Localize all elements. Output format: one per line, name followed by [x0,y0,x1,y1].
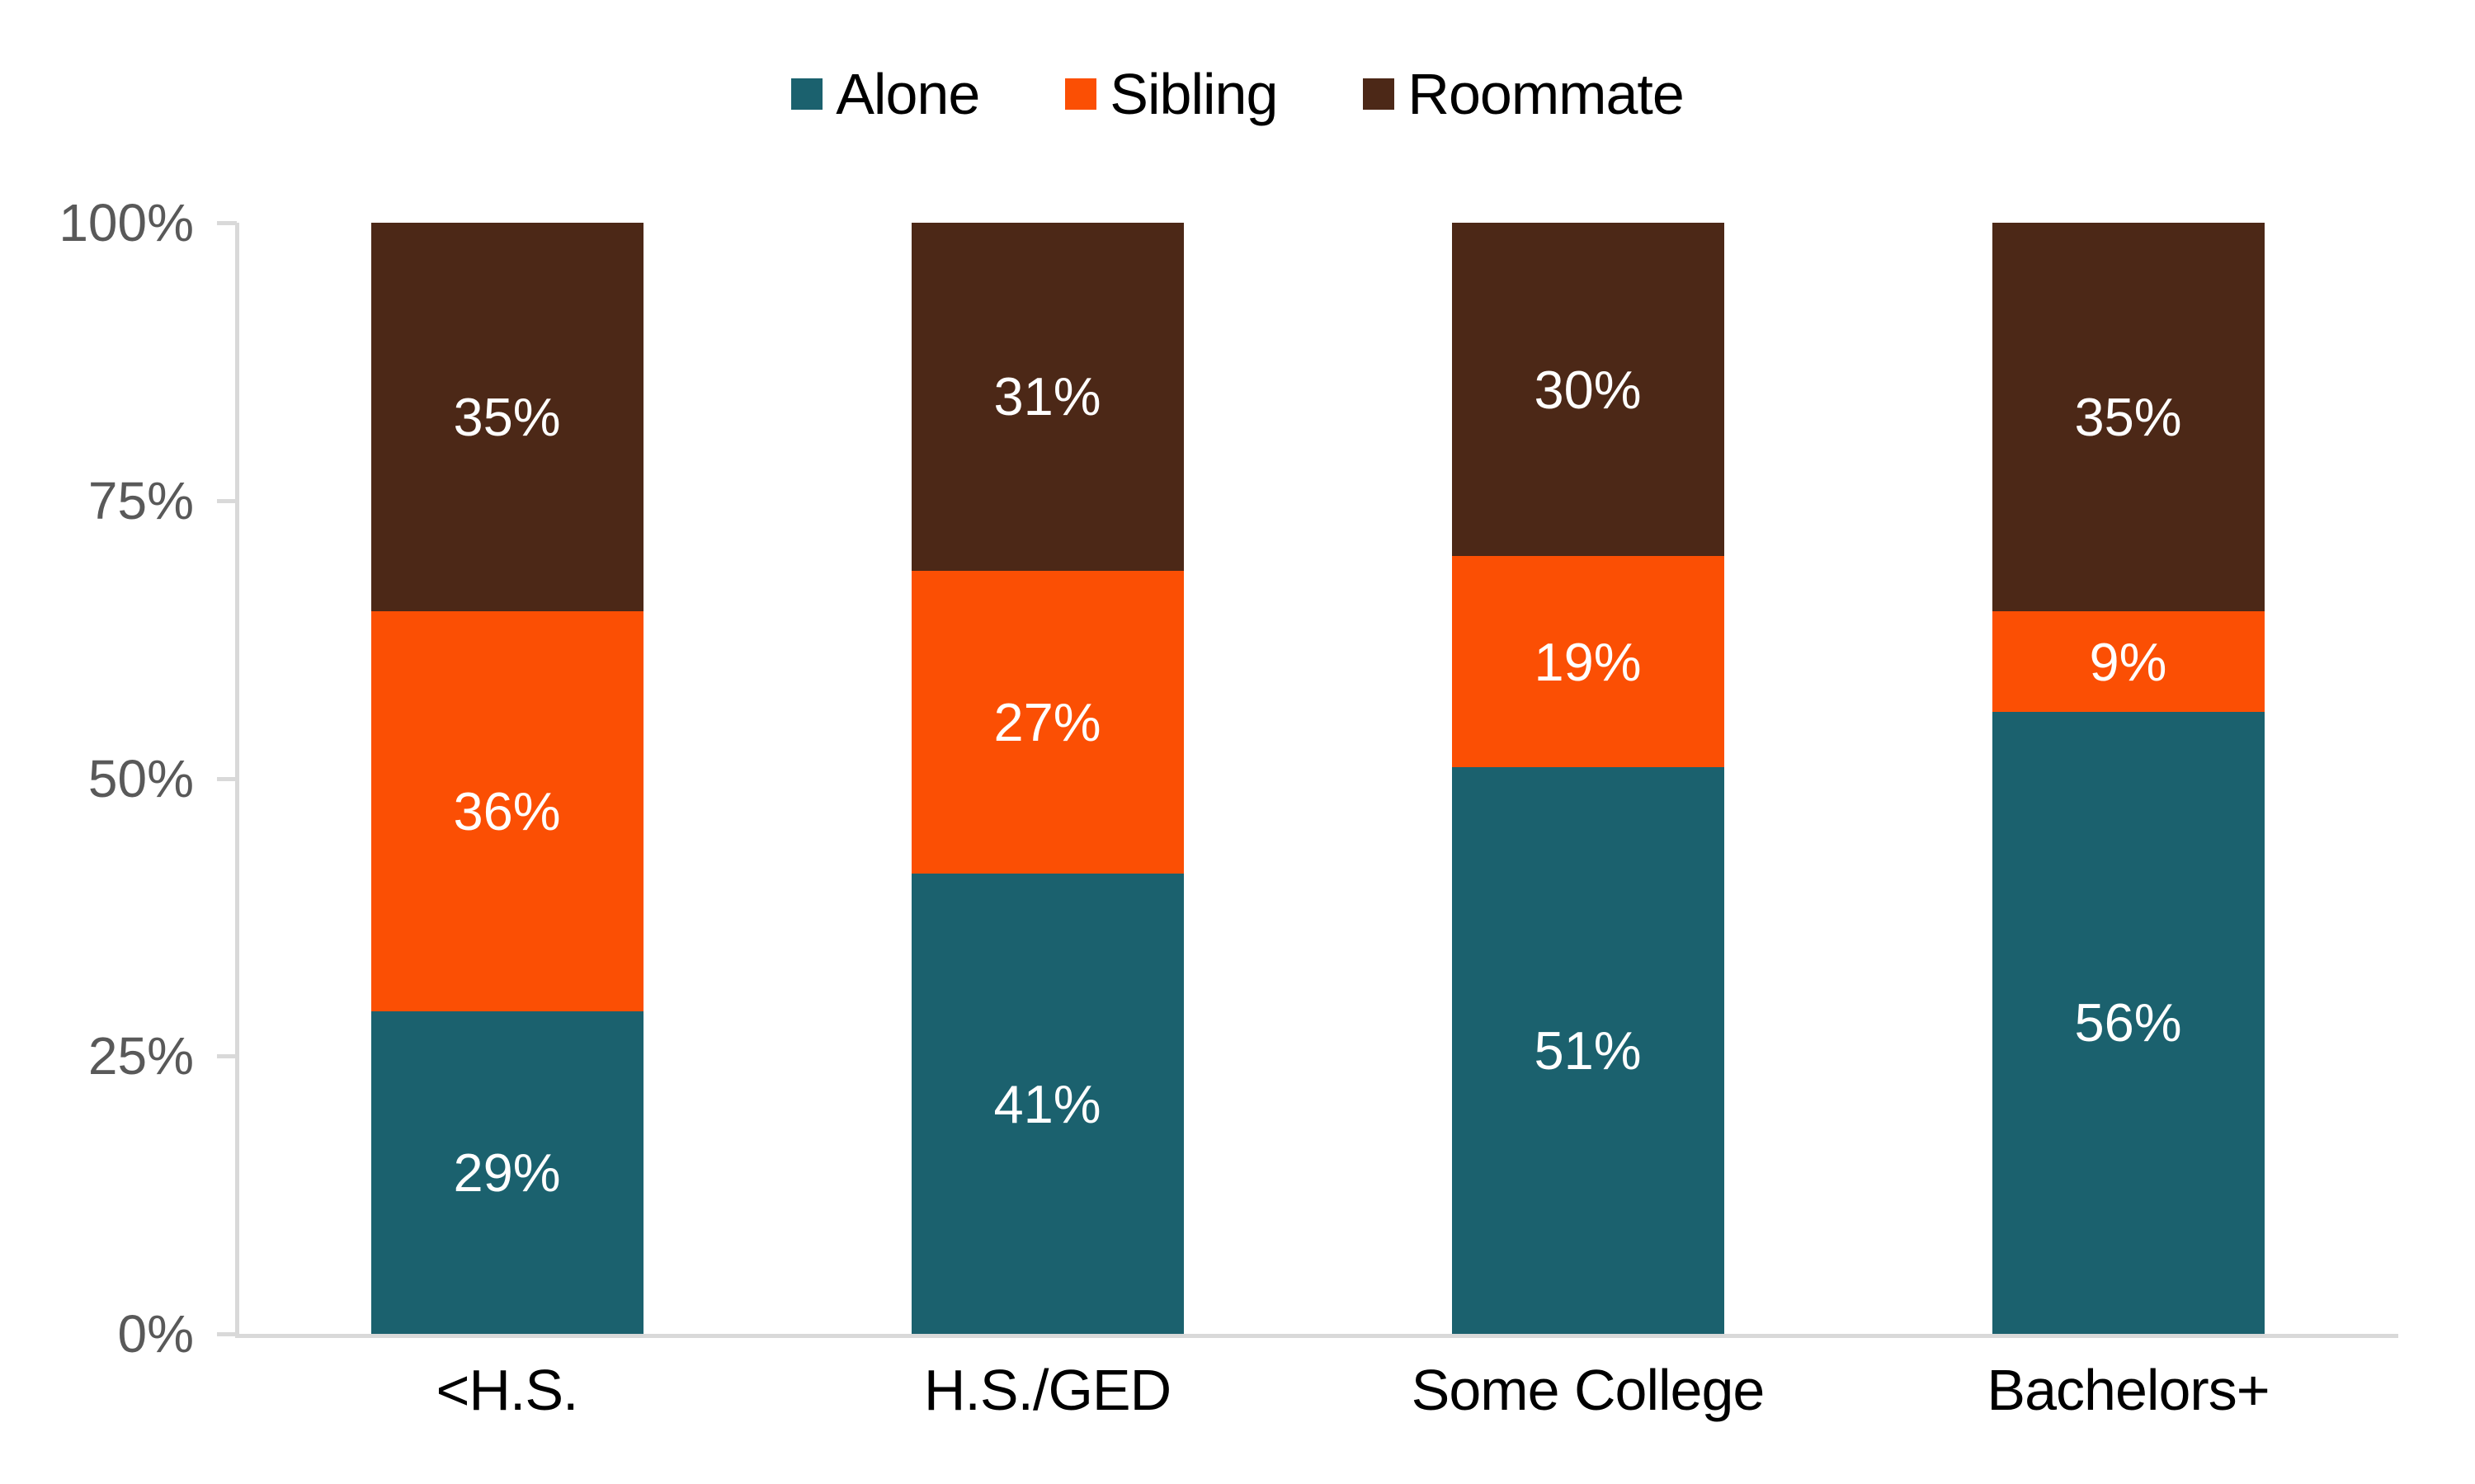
bar-segment-value-label: 35% [453,387,561,448]
bar-segment-alone: 56% [1992,711,2265,1334]
x-axis-label-<H.S.: <H.S. [436,1358,578,1422]
legend-swatch-roommate-icon [1363,78,1395,110]
y-axis-tick [217,776,237,781]
x-axis-label-Bachelors+: Bachelors+ [1987,1358,2270,1422]
bar-segment-sibling: 36% [370,611,644,1012]
legend-label-sibling: Sibling [1110,62,1278,126]
bar-segment-sibling: 27% [911,570,1184,874]
legend-swatch-sibling-icon [1065,78,1097,110]
chart-legend: Alone Sibling Roommate [0,48,2475,140]
legend-label-alone: Alone [836,62,980,126]
y-axis-tick [217,1054,237,1059]
bar-segment-alone: 29% [370,1011,644,1334]
bar-segment-value-label: 36% [453,781,561,842]
bar-segment-value-label: 19% [1534,631,1642,692]
bar-segment-value-label: 27% [993,691,1101,752]
x-axis-label-H.S./GED: H.S./GED [923,1358,1172,1422]
legend-item-sibling: Sibling [1065,62,1278,126]
bar-segment-sibling: 19% [1451,556,1724,768]
bar-segment-value-label: 35% [2074,387,2182,448]
y-axis-tick [217,1332,237,1336]
bar-segment-roommate: 31% [911,223,1184,571]
legend-swatch-alone-icon [791,78,823,110]
legend-label-roommate: Roommate [1407,62,1684,126]
bar-segment-value-label: 56% [2074,992,2182,1053]
y-axis-tick-label: 100% [59,193,194,252]
y-axis-tick [217,498,237,503]
y-axis-tick-label: 75% [87,470,194,530]
bar-Some College: 30% 19% 51% [1451,223,1724,1334]
bar-segment-value-label: 41% [993,1073,1101,1134]
y-axis-tick-label: 25% [87,1026,194,1086]
bar-segment-alone: 51% [1451,767,1724,1334]
y-axis-tick-label: 50% [87,748,194,808]
bar-segment-roommate: 30% [1451,223,1724,557]
bar-segment-value-label: 51% [1534,1020,1642,1081]
y-axis-tick [217,221,237,225]
bar-segment-alone: 41% [911,874,1184,1334]
y-axis-tick-label: 0% [117,1304,195,1364]
bar-segment-roommate: 35% [370,223,644,612]
bar-Bachelors+: 35% 9% 56% [1992,223,2265,1334]
bar-segment-value-label: 9% [2089,631,2167,692]
bar-segment-value-label: 29% [453,1142,561,1204]
legend-item-alone: Alone [791,62,980,126]
bar-segment-sibling: 9% [1992,611,2265,712]
bar-segment-value-label: 31% [993,366,1101,427]
bar-segment-roommate: 35% [1992,223,2265,612]
y-axis-line [235,223,239,1338]
bar-<H.S.: 35% 36% 29% [370,223,644,1334]
legend-item-roommate: Roommate [1363,62,1685,126]
footer-divider-gray [0,1481,2475,1484]
bar-segment-value-label: 30% [1534,359,1642,420]
x-axis-label-Some College: Some College [1411,1358,1766,1422]
x-axis-baseline [237,1334,2398,1338]
bar-H.S./GED: 31% 27% 41% [911,223,1184,1334]
